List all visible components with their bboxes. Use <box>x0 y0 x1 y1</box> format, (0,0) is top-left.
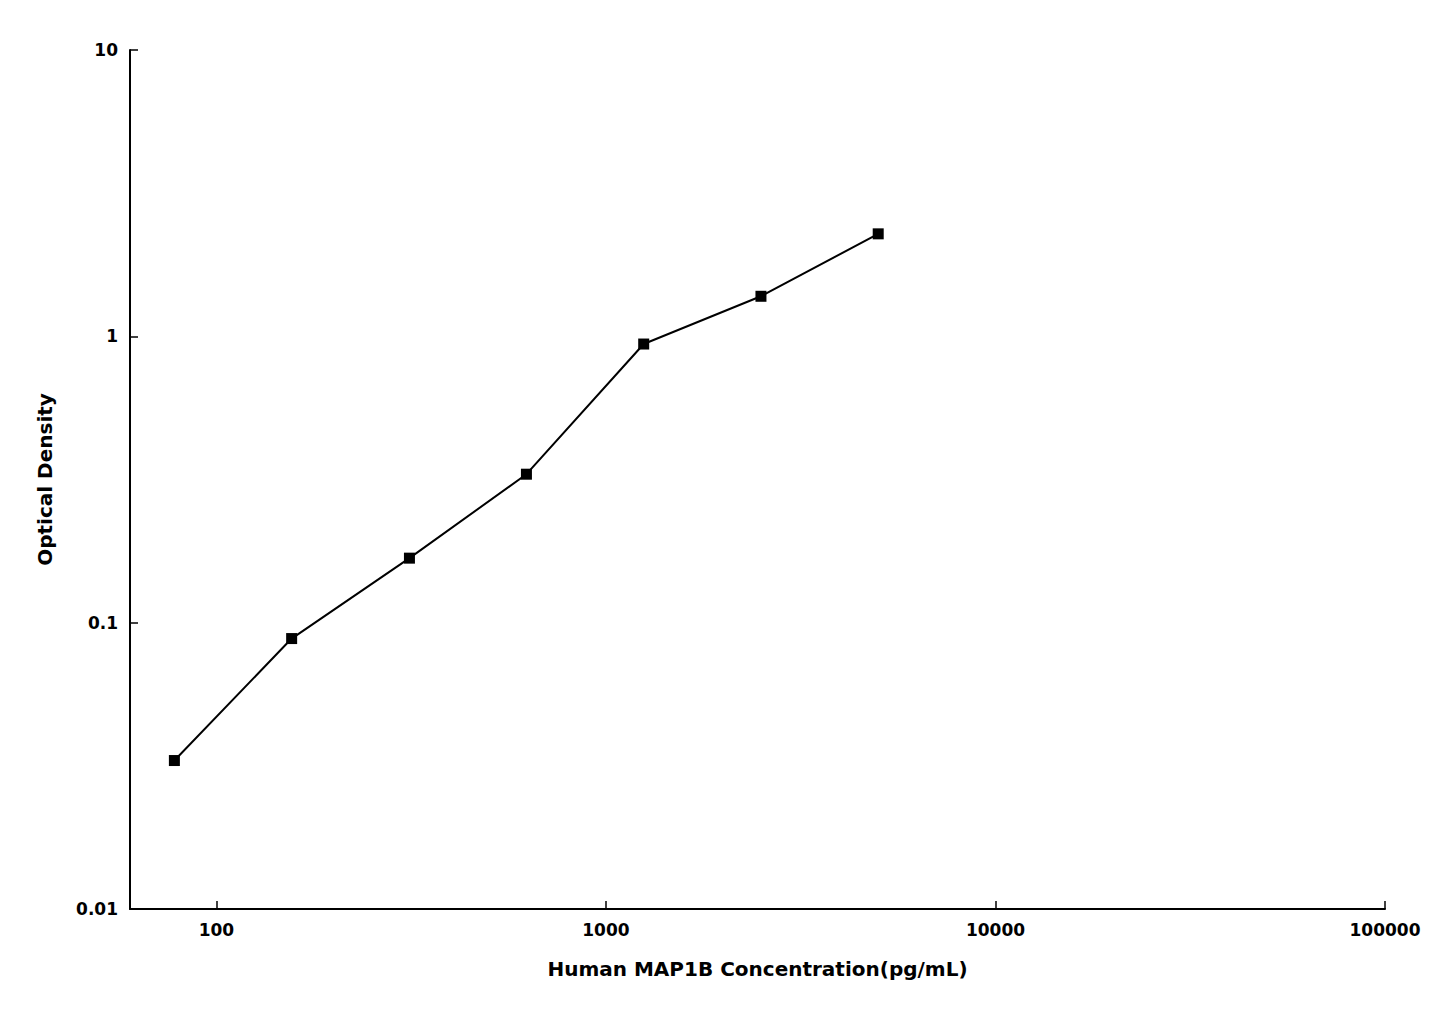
svg-text:Optical Density: Optical Density <box>33 393 57 566</box>
svg-text:0.1: 0.1 <box>88 613 118 633</box>
svg-text:1000: 1000 <box>582 920 629 940</box>
svg-text:0.01: 0.01 <box>76 899 118 919</box>
svg-text:10: 10 <box>94 40 118 60</box>
svg-text:Human MAP1B Concentration(pg/m: Human MAP1B Concentration(pg/mL) <box>547 957 967 981</box>
svg-text:100: 100 <box>199 920 235 940</box>
svg-text:10000: 10000 <box>966 920 1025 940</box>
svg-text:1: 1 <box>106 326 118 346</box>
svg-text:100000: 100000 <box>1350 920 1421 940</box>
